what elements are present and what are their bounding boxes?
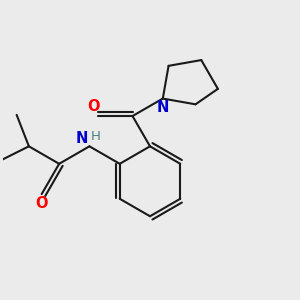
Text: N: N: [76, 130, 88, 146]
Text: O: O: [35, 196, 48, 211]
Text: O: O: [87, 99, 99, 114]
Text: H: H: [91, 130, 101, 142]
Text: N: N: [157, 100, 169, 115]
